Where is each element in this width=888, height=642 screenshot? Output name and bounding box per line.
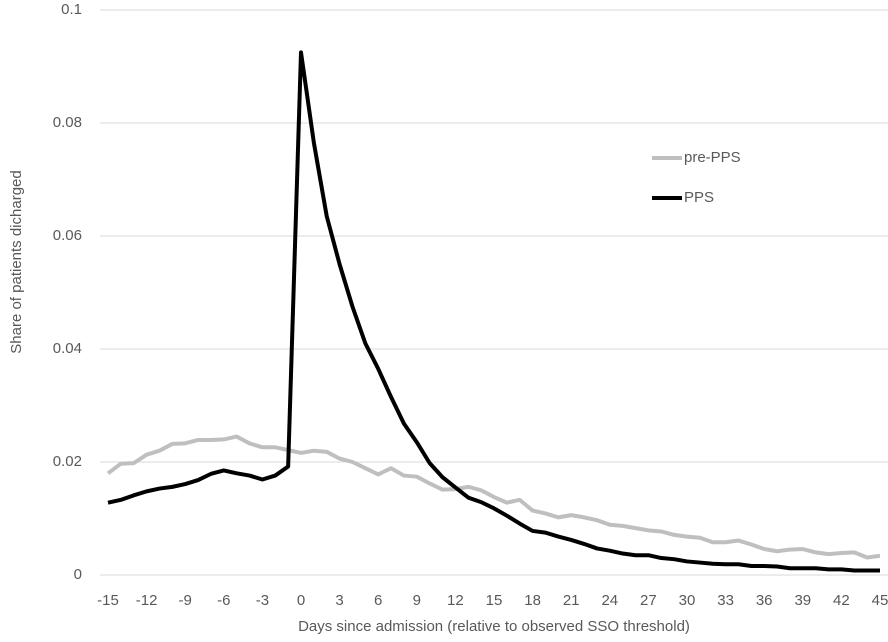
x-tick-label: 3: [335, 592, 343, 609]
x-tick-label: 9: [413, 592, 421, 609]
x-tick-label: 18: [524, 592, 541, 609]
x-tick-label: 24: [601, 592, 618, 609]
x-tick-label: 33: [717, 592, 734, 609]
x-tick-label: 21: [563, 592, 580, 609]
x-tick-label: 15: [486, 592, 503, 609]
x-tick-label: -6: [217, 592, 230, 609]
y-tick-label: 0: [74, 566, 82, 583]
x-tick-label: 6: [374, 592, 382, 609]
x-tick-label: -12: [136, 592, 158, 609]
x-tick-label: 0: [297, 592, 305, 609]
line-series: [106, 434, 881, 560]
y-tick-label: 0.06: [53, 227, 82, 244]
y-tick-label: 0.1: [61, 1, 82, 18]
x-tick-label: 30: [679, 592, 696, 609]
y-tick-label: 0.08: [53, 114, 82, 131]
x-tick-label: 12: [447, 592, 464, 609]
x-tick-label: 42: [833, 592, 850, 609]
x-axis-title: Days since admission (relative to observ…: [298, 618, 690, 635]
y-tick-label: 0.04: [53, 340, 82, 357]
legend-label: PPS: [684, 189, 714, 206]
x-tick-label: -15: [97, 592, 119, 609]
x-tick-label: -9: [179, 592, 192, 609]
line-series: [107, 50, 880, 573]
x-tick-label: -3: [256, 592, 269, 609]
y-tick-label: 0.02: [53, 453, 82, 470]
x-tick-label: 39: [794, 592, 811, 609]
y-axis-title: Share of patients dicharged: [8, 170, 25, 353]
legend-label: pre-PPS: [684, 149, 741, 166]
x-tick-label: 36: [756, 592, 773, 609]
x-tick-label: 27: [640, 592, 657, 609]
x-tick-label: 45: [872, 592, 888, 609]
